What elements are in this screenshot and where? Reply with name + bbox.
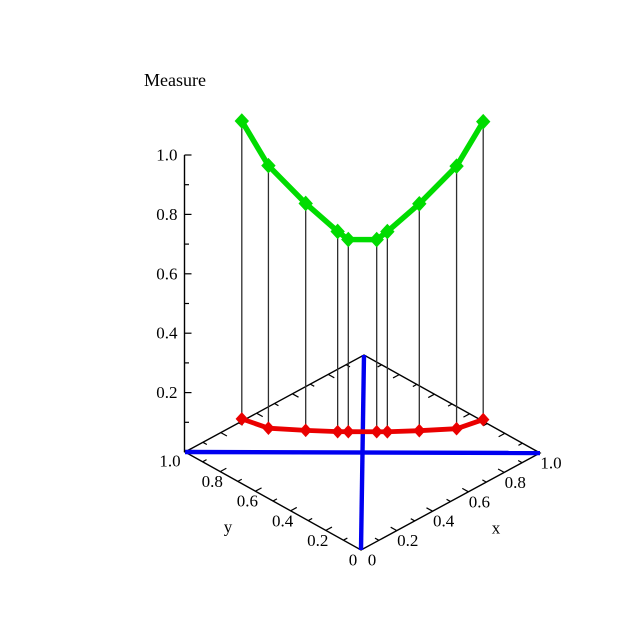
series-lower-group: [235, 412, 490, 439]
upper-measure-marker: [341, 231, 356, 248]
z-axis-title: Measure: [144, 70, 206, 90]
lower-measure-marker: [262, 421, 275, 435]
y-axis-tick-label: 0.6: [237, 492, 258, 511]
x-axis-tick-label: 0.4: [433, 512, 455, 531]
upper-measure-marker: [449, 158, 464, 174]
y-axis-minor-tick: [343, 537, 348, 541]
y-axis-minor-tick: [202, 459, 207, 463]
drop-lines-group: [241, 121, 484, 432]
y-axis-minor-tick: [237, 478, 243, 482]
base-diagonals-group: [184, 354, 541, 551]
top-left-edge-minor-tick: [202, 441, 208, 446]
x-axis-minor-tick: [517, 459, 523, 464]
y-axis-tick-label: 0: [349, 551, 358, 570]
top-right-edge-minor-tick: [447, 403, 453, 407]
lower-measure-marker: [331, 424, 344, 439]
top-left-edge-major-tick: [256, 412, 264, 418]
top-left-edge-major-tick: [220, 432, 228, 437]
upper-measure-marker: [369, 231, 384, 248]
z-axis-tick-label: 0.8: [156, 205, 177, 224]
top-left-edge-minor-tick: [274, 402, 279, 407]
top-right-edge-major-tick: [427, 393, 435, 399]
tick-labels-group: 0.2 0.4 0.6 0.8 1.0 0 0.2 0.4 0.6 0.8 1.0 0 0.2 0.4 0.…: [156, 146, 561, 570]
x-axis-major-tick: [461, 487, 469, 493]
x-axis-minor-tick: [410, 518, 415, 522]
lower-measure-marker: [381, 424, 394, 439]
z-axis-group: [183, 154, 192, 452]
z-axis-tick-label: 1.0: [156, 146, 177, 165]
z-axis-tick-label: 0.4: [156, 324, 178, 343]
y-axis-minor-tick: [272, 498, 278, 502]
lower-measure-marker: [413, 423, 426, 438]
z-axis-tick-label: 0.2: [156, 383, 177, 402]
y-axis-major-tick: [325, 526, 333, 531]
x-axis-tick-label: 1.0: [540, 454, 561, 473]
lower-measure-marker: [235, 412, 248, 426]
x-axis-tick-label: 0.2: [397, 531, 418, 550]
x-axis-minor-tick: [374, 537, 380, 541]
series-upper-group: [234, 113, 491, 248]
top-right-edge-major-tick: [463, 413, 470, 418]
y-axis-major-tick: [219, 467, 227, 473]
x-axis-tick-label: 0: [368, 551, 377, 570]
lower-measure-marker: [450, 421, 463, 436]
y-axis-major-tick: [290, 506, 298, 512]
y-axis-tick-label: 0.4: [272, 511, 294, 530]
x-axis-minor-tick: [446, 498, 451, 503]
x-axis-major-tick: [426, 507, 433, 512]
upper-measure-marker: [261, 157, 276, 174]
x-axis-major-tick: [390, 526, 398, 532]
lower-measure-marker: [342, 424, 355, 439]
top-left-edge-major-tick: [327, 373, 335, 379]
upper-measure-marker: [380, 223, 395, 240]
lower-measure-marker: [370, 424, 383, 439]
top-right-edge-minor-tick: [412, 383, 418, 388]
y-axis-minor-tick: [307, 517, 313, 522]
upper-measure-marker: [476, 113, 491, 130]
y-axis-tick-label: 0.2: [307, 531, 328, 550]
lower-measure-line: [239, 416, 486, 435]
base-diagonal-line: [358, 354, 367, 551]
top-right-edge-minor-tick: [518, 442, 523, 446]
y-axis-major-tick: [255, 487, 262, 492]
top-left-edge-minor-tick: [310, 383, 315, 387]
lower-measure-marker: [477, 412, 490, 427]
x-axis-tick-label: 0.6: [469, 492, 490, 511]
y-axis-tick-label: 0.8: [202, 472, 223, 491]
top-left-edge-major-tick: [292, 393, 299, 398]
z-axis-tick-label: 0.6: [156, 264, 177, 283]
upper-measure-marker: [330, 223, 345, 240]
top-right-edge-major-tick: [498, 432, 506, 438]
top-right-edge-major-tick: [392, 374, 400, 379]
x-axis-minor-tick: [482, 479, 487, 483]
upper-measure-marker: [298, 195, 313, 212]
x-axis-major-tick: [497, 468, 505, 473]
y-axis-tick-label: 1.0: [159, 452, 180, 471]
x-axis-tick-label: 0.8: [505, 473, 526, 492]
upper-measure-marker: [234, 113, 249, 129]
top-right-edge-minor-tick: [377, 364, 382, 368]
upper-measure-line: [239, 118, 486, 243]
lower-measure-marker: [299, 423, 312, 438]
y-axis-title: y: [224, 518, 233, 537]
x-axis-title: x: [492, 519, 501, 538]
upper-measure-marker: [412, 195, 427, 212]
